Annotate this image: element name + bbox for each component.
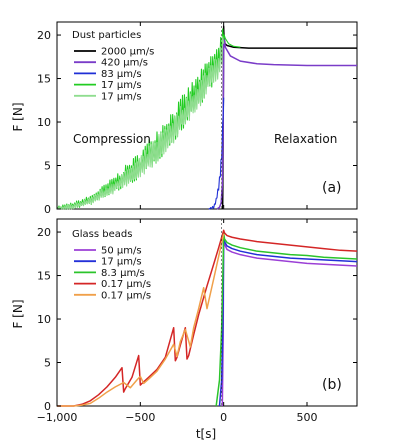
panel-b-x-ticks: −1,000 −500 0 500 — [37, 219, 318, 424]
y-tick-label: 15 — [37, 73, 51, 86]
annotation-relaxation: Relaxation — [274, 132, 337, 146]
legend-entry: 2000 μm/s — [101, 47, 154, 58]
y-tick-label: 0 — [44, 400, 51, 413]
series-line-a-4 — [56, 36, 225, 210]
legend-entry: 50 μm/s — [101, 246, 142, 257]
y-tick-label: 10 — [37, 313, 51, 326]
y-tick-label: 5 — [44, 357, 51, 370]
panel-a-y-ticks: 0 5 10 15 20 — [37, 29, 357, 216]
series-line-b-4 — [57, 233, 225, 407]
panel-b-series — [57, 229, 358, 407]
panel-a-series — [56, 25, 357, 210]
legend-entry: 17 μm/s — [101, 257, 142, 268]
legend-entry: 0.17 μm/s — [101, 290, 151, 301]
panel-b-label: (b) — [322, 377, 342, 393]
legend-entry: 17 μm/s — [101, 80, 142, 91]
panel-a-frame — [56, 21, 358, 210]
x-tick-label: −1,000 — [37, 411, 78, 424]
series-line-b-3 — [57, 229, 358, 407]
legend-entry: 17 μm/s — [101, 91, 142, 102]
series-line-b-2 — [215, 232, 358, 407]
y-tick-label: 15 — [37, 270, 51, 283]
legend-title: Glass beads — [72, 229, 132, 240]
y-tick-label: 0 — [44, 203, 51, 216]
panel-a-x-ticks — [56, 22, 308, 209]
y-tick-label: 20 — [37, 29, 51, 42]
legend-entry: 0.17 μm/s — [101, 279, 151, 290]
panel-b-ylabel: F [N] — [11, 299, 25, 328]
legend-entry: 8.3 μm/s — [101, 268, 145, 279]
y-tick-label: 10 — [37, 116, 51, 129]
y-tick-label: 20 — [37, 226, 51, 239]
x-tick-label: 500 — [297, 411, 318, 424]
panel-b-xlabel: t[s] — [196, 427, 216, 441]
panel-b: 0 5 10 15 20 −1,000 −500 0 500 F [N] t[s] Glass… — [11, 218, 358, 441]
series-line-b-1 — [218, 234, 358, 407]
x-tick-label: 0 — [220, 411, 227, 424]
x-tick-label: −500 — [125, 411, 155, 424]
panel-a-label: (a) — [322, 180, 342, 196]
y-tick-label: 5 — [44, 160, 51, 173]
panel-b-y-ticks: 0 5 10 15 20 — [37, 226, 357, 413]
legend-title: Dust particles — [72, 30, 141, 41]
legend-entry: 420 μm/s — [101, 58, 148, 69]
panel-b-legend: 50 μm/s17 μm/s8.3 μm/s0.17 μm/s0.17 μm/s — [74, 246, 151, 301]
annotation-compression: Compression — [73, 132, 151, 146]
panel-a: 0 5 10 15 20 F [N] Dust particles 2000 μm/s4… — [11, 21, 358, 216]
panel-a-ylabel: F [N] — [11, 102, 25, 131]
legend-entry: 83 μm/s — [101, 69, 142, 80]
panel-b-frame — [56, 218, 358, 407]
